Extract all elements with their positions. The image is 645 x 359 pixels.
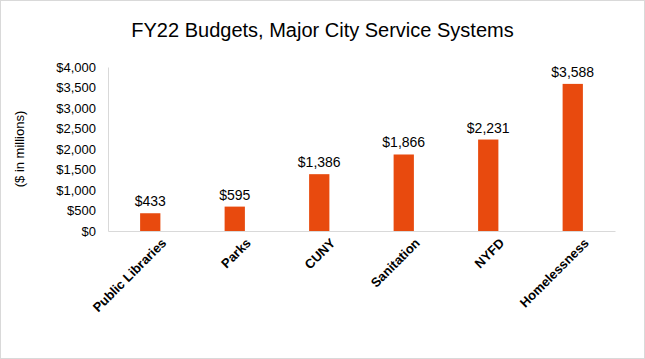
y-axis-line (108, 68, 109, 232)
bar (563, 84, 583, 231)
y-tick: $2,000 (56, 142, 108, 157)
x-tick-label: Parks (218, 235, 254, 271)
y-tick-label: $1,500 (56, 162, 96, 177)
y-tick-label: $3,500 (56, 80, 96, 95)
y-tick: $3,500 (56, 80, 108, 95)
x-tick-label: Public Libraries (90, 235, 170, 315)
chart-container: FY22 Budgets, Major City Service Systems… (0, 0, 645, 359)
y-tick-label: $0 (82, 224, 96, 239)
x-tick-label: Homelessness (517, 235, 592, 310)
data-label: $595 (219, 187, 250, 203)
y-tick: $0 (82, 224, 108, 239)
y-tick-label: $3,000 (56, 101, 96, 116)
x-tick: Parks (218, 231, 254, 271)
x-axis: Public Libraries Parks CUNY Sanitation NYFDH… (90, 231, 616, 315)
x-tick-label: Sanitation (368, 235, 423, 290)
x-tick-label: CUNY (302, 235, 339, 272)
bar (140, 213, 160, 231)
x-tick: CUNY (302, 231, 339, 272)
chart-title: FY22 Budgets, Major City Service Systems (131, 19, 513, 41)
data-label: $1,866 (382, 134, 425, 150)
data-labels: $433 $595 $1,386 $1,866 $2,231 $3,588 (135, 64, 595, 209)
y-tick: $1,000 (56, 183, 108, 198)
data-label: $2,231 (467, 120, 510, 136)
bar (309, 174, 329, 231)
bar (478, 140, 498, 231)
bars (140, 84, 583, 231)
data-label: $3,588 (551, 64, 594, 80)
x-axis-line (109, 231, 616, 232)
y-tick: $3,000 (56, 101, 108, 116)
y-tick: $500 (67, 203, 108, 218)
y-axis: $0 $500 $1,000 $1,500 $2,000 $2,500 $3,000 $3,5… (56, 60, 108, 239)
chart-svg: FY22 Budgets, Major City Service Systems… (0, 0, 645, 359)
data-label: $1,386 (298, 154, 341, 170)
x-tick: Sanitation (368, 231, 423, 290)
y-tick-label: $2,000 (56, 142, 96, 157)
x-tick: Homelessness (517, 231, 592, 310)
x-tick-label: NYFD (472, 235, 508, 271)
y-tick-label: $2,500 (56, 121, 96, 136)
y-axis-title: ($ in millions) (12, 111, 27, 188)
y-tick-label: $4,000 (56, 60, 96, 75)
data-label: $433 (135, 193, 166, 209)
x-tick: NYFD (472, 231, 508, 271)
x-tick: Public Libraries (90, 231, 170, 315)
y-tick: $4,000 (56, 60, 108, 75)
y-tick-label: $500 (67, 203, 96, 218)
bar (225, 207, 245, 231)
y-tick: $1,500 (56, 162, 108, 177)
bar (394, 154, 414, 231)
y-tick-label: $1,000 (56, 183, 96, 198)
y-tick: $2,500 (56, 121, 108, 136)
chart-border (1, 1, 645, 359)
